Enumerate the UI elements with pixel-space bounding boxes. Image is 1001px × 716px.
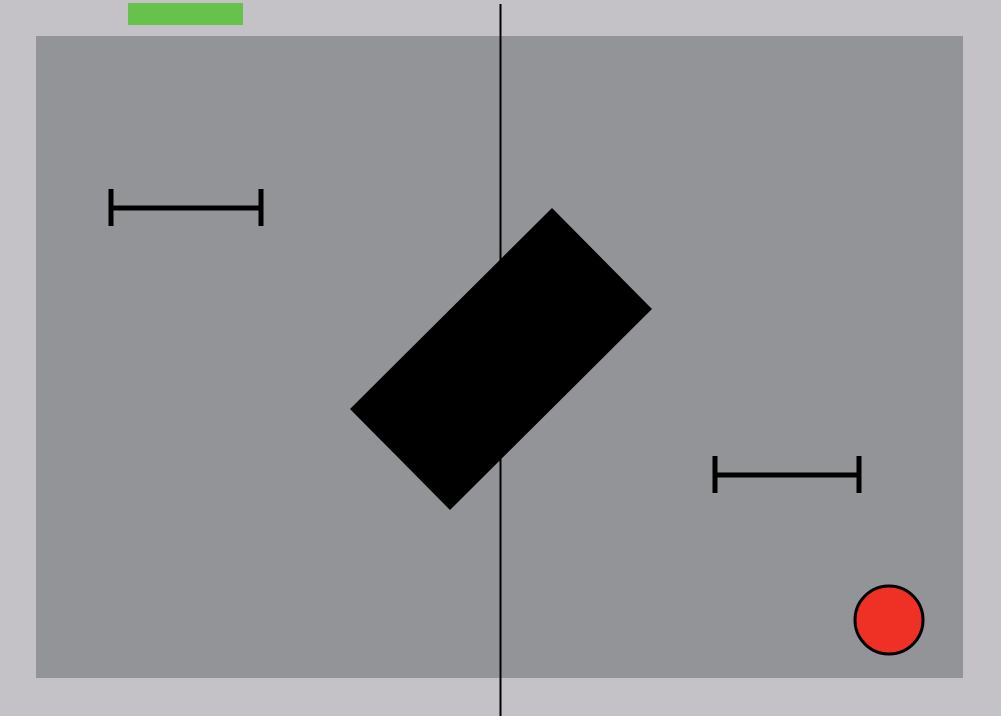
red-ball[interactable] bbox=[853, 584, 925, 656]
rotating-obstacle-block bbox=[350, 208, 652, 510]
barrier-right bbox=[712, 456, 862, 493]
goal-marker bbox=[128, 3, 243, 25]
barrier-left bbox=[108, 189, 264, 226]
